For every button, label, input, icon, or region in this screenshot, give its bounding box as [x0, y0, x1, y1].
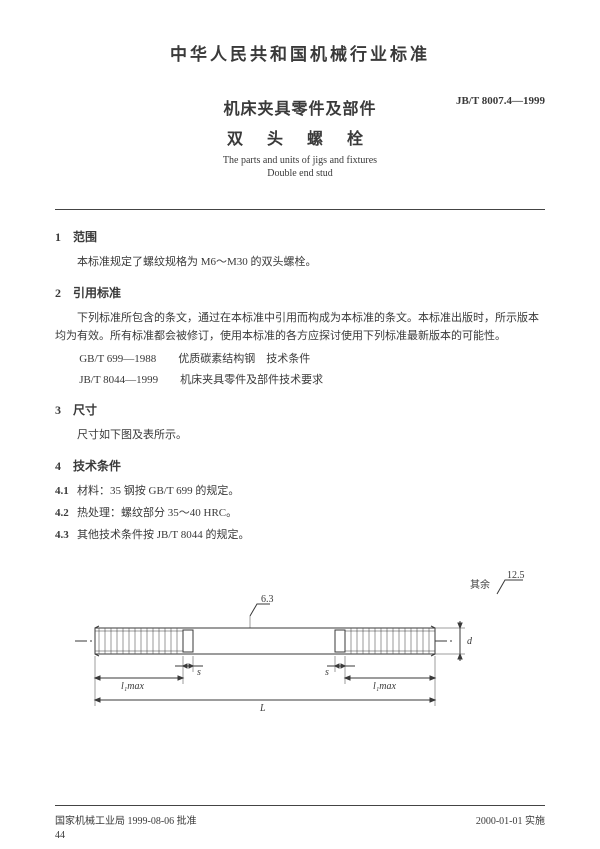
clause-4-2: 4.2热处理：螺纹部分 35～40 HRC。 — [55, 504, 545, 524]
section-2-body: 下列标准所包含的条文，通过在本标准中引用而构成为本标准的条文。本标准出版时，所示… — [55, 309, 545, 346]
section-2-title: 引用标准 — [73, 286, 121, 300]
clause-4-2-num: 4.2 — [55, 504, 77, 524]
header-block: JB/T 8007.4—1999 机床夹具零件及部件 双 头 螺 栓 The p… — [55, 95, 545, 179]
organization-title: 中华人民共和国机械行业标准 — [55, 40, 545, 65]
section-2-heading: 2 引用标准 — [55, 284, 545, 301]
section-3-heading: 3 尺寸 — [55, 401, 545, 418]
ref-1-code: GB/T 699—1988 — [79, 353, 156, 365]
section-4-title: 技术条件 — [73, 459, 121, 473]
clause-4-3: 4.3其他技术条件按 JB/T 8044 的规定。 — [55, 526, 545, 546]
ref-2-name: 机床夹具零件及部件技术要求 — [180, 374, 323, 386]
dim-L: L — [259, 703, 266, 714]
stud-diagram-svg: 6.3 其余 12.5 d l₁max — [55, 566, 545, 736]
divider-top — [55, 209, 545, 210]
dim-l1-left: l₁max — [121, 681, 144, 692]
title-english-line1: The parts and units of jigs and fixtures — [55, 155, 545, 166]
page-number: 44 — [55, 830, 65, 841]
section-1-heading: 1 范围 — [55, 228, 545, 245]
clause-4-3-num: 4.3 — [55, 526, 77, 546]
section-4-heading: 4 技术条件 — [55, 457, 545, 474]
document-page: 中华人民共和国机械行业标准 JB/T 8007.4—1999 机床夹具零件及部件… — [0, 0, 600, 849]
technical-drawing: 6.3 其余 12.5 d l₁max — [55, 566, 545, 736]
section-3-body: 尺寸如下图及表所示。 — [55, 426, 545, 445]
clause-4-1: 4.1材料：35 钢按 GB/T 699 的规定。 — [55, 482, 545, 502]
title-english-line2: Double end stud — [55, 168, 545, 179]
clause-4-1-num: 4.1 — [55, 482, 77, 502]
section-1-body: 本标准规定了螺纹规格为 M6～M30 的双头螺栓。 — [55, 253, 545, 272]
footer-left: 国家机械工业局 1999-08-06 批准 — [55, 812, 197, 827]
section-3-title: 尺寸 — [73, 403, 97, 417]
footer-right: 2000-01-01 实施 — [476, 812, 545, 827]
dim-d: d — [467, 636, 473, 647]
clause-4-1-text: 材料：35 钢按 GB/T 699 的规定。 — [77, 485, 239, 497]
dim-s-left: s — [197, 667, 201, 678]
roughness-value-2: 12.5 — [507, 570, 525, 581]
reference-line-2: JB/T 8044—1999 机床夹具零件及部件技术要求 — [79, 371, 545, 390]
section-1-num: 1 — [55, 230, 61, 244]
dim-l1-right: l₁max — [373, 681, 396, 692]
clause-4-2-text: 热处理：螺纹部分 35～40 HRC。 — [77, 507, 237, 519]
clause-4-3-text: 其他技术条件按 JB/T 8044 的规定。 — [77, 529, 249, 541]
section-1-title: 范围 — [73, 230, 97, 244]
section-2-num: 2 — [55, 286, 61, 300]
reference-line-1: GB/T 699—1988 优质碳素结构钢 技术条件 — [79, 350, 545, 369]
roughness-rest-label: 其余 — [470, 578, 490, 591]
section-4-num: 4 — [55, 459, 61, 473]
dim-s-right: s — [325, 667, 329, 678]
roughness-value-1: 6.3 — [261, 594, 274, 605]
footer-bar: 国家机械工业局 1999-08-06 批准 2000-01-01 实施 — [55, 805, 545, 827]
document-code: JB/T 8007.4—1999 — [456, 95, 545, 107]
section-3-num: 3 — [55, 403, 61, 417]
ref-1-name: 优质碳素结构钢 技术条件 — [178, 353, 310, 365]
title-chinese-line2: 双 头 螺 栓 — [55, 125, 545, 149]
ref-2-code: JB/T 8044—1999 — [79, 374, 158, 386]
